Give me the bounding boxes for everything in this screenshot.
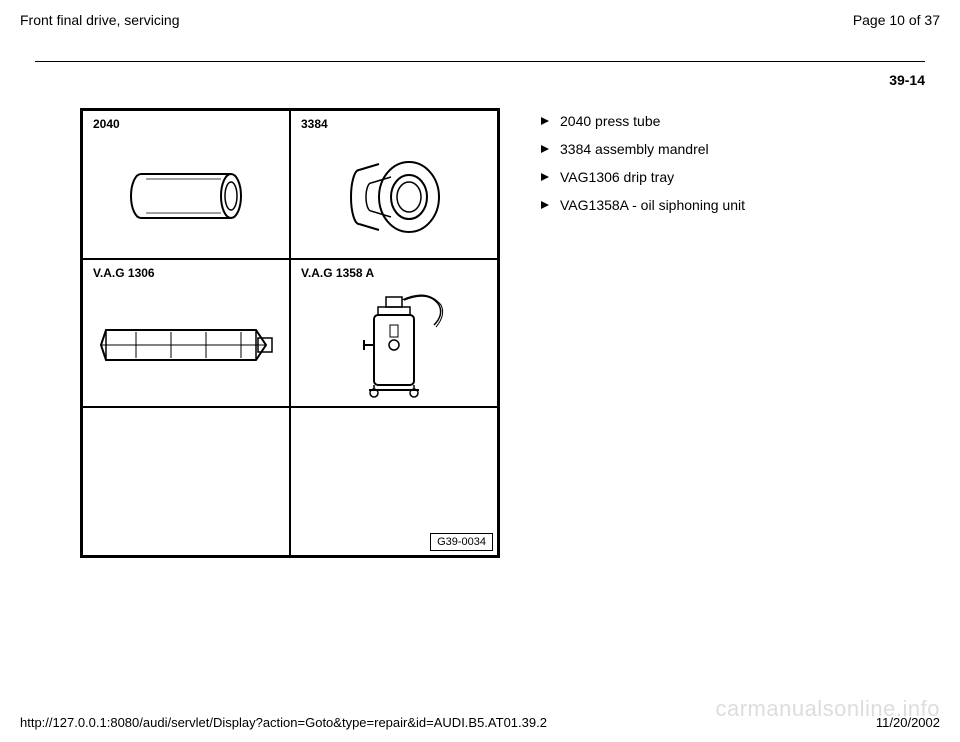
bullet-icon <box>540 172 550 182</box>
main-content: 2040 3384 <box>35 108 925 558</box>
press-tube-illustration <box>83 136 289 258</box>
figure-grid: 2040 3384 <box>82 110 498 556</box>
list-item: 3384 assembly mandrel <box>540 141 925 157</box>
tool-text: 3384 assembly mandrel <box>560 141 709 157</box>
bullet-icon <box>540 116 550 126</box>
footer-date: 11/20/2002 <box>876 715 940 730</box>
cell-label: V.A.G 1306 <box>93 266 155 280</box>
figure-code: G39-0034 <box>430 533 493 551</box>
figure-box: 2040 3384 <box>80 108 500 558</box>
grid-cell-1: 2040 <box>82 110 290 259</box>
header-page-number: Page 10 of 37 <box>853 12 940 28</box>
assembly-mandrel-illustration <box>291 136 497 258</box>
list-item: 2040 press tube <box>540 113 925 129</box>
header-title: Front final drive, servicing <box>20 12 180 28</box>
bullet-icon <box>540 144 550 154</box>
content-area: 39-14 2040 <box>0 61 960 558</box>
oil-siphoning-unit-illustration <box>291 285 497 407</box>
grid-cell-6: G39-0034 <box>290 407 498 556</box>
grid-cell-4: V.A.G 1358 A <box>290 259 498 408</box>
divider <box>35 61 925 62</box>
section-number: 39-14 <box>35 72 925 88</box>
tool-text: 2040 press tube <box>560 113 660 129</box>
grid-cell-3: V.A.G 1306 <box>82 259 290 408</box>
drip-tray-illustration <box>83 285 289 407</box>
grid-cell-2: 3384 <box>290 110 498 259</box>
page-header: Front final drive, servicing Page 10 of … <box>0 0 960 36</box>
tool-text: VAG1358A - oil siphoning unit <box>560 197 745 213</box>
list-item: VAG1306 drip tray <box>540 169 925 185</box>
bullet-icon <box>540 200 550 210</box>
footer-url: http://127.0.0.1:8080/audi/servlet/Displ… <box>20 715 547 730</box>
page-footer: http://127.0.0.1:8080/audi/servlet/Displ… <box>0 715 960 730</box>
cell-label: 2040 <box>93 117 120 131</box>
cell-label: 3384 <box>301 117 328 131</box>
cell-label: V.A.G 1358 A <box>301 266 374 280</box>
tool-text: VAG1306 drip tray <box>560 169 674 185</box>
list-item: VAG1358A - oil siphoning unit <box>540 197 925 213</box>
tool-list: 2040 press tube 3384 assembly mandrel VA… <box>530 108 925 558</box>
grid-cell-5 <box>82 407 290 556</box>
